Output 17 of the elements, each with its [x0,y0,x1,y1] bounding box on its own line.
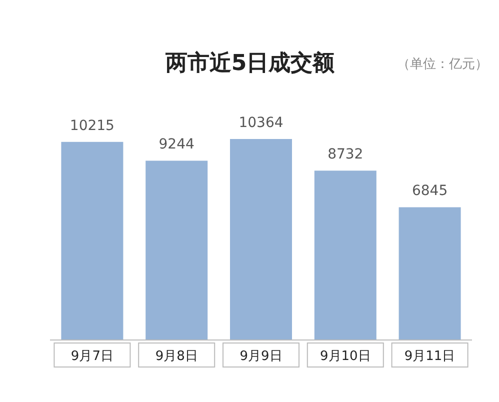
data-label: 10215 [70,118,114,134]
x-tick-label: 9月7日 [70,349,114,364]
x-tick-label: 9月10日 [320,349,371,364]
text: （单位：亿元） [397,57,488,72]
data-label: 8732 [328,146,364,163]
bar [398,207,461,340]
chart-title: 两市近5日成交额 [164,50,336,76]
bar [314,170,376,340]
x-tick-label: 9月8日 [155,349,198,364]
data-label: 9244 [158,136,194,153]
x-tick-label: 9月11日 [404,349,456,364]
bar [61,142,124,340]
data-label: 6845 [412,183,448,200]
x-tick-label: 9月9日 [240,349,282,364]
bar [146,160,208,340]
data-label: 10364 [238,115,284,131]
bar [230,139,292,340]
